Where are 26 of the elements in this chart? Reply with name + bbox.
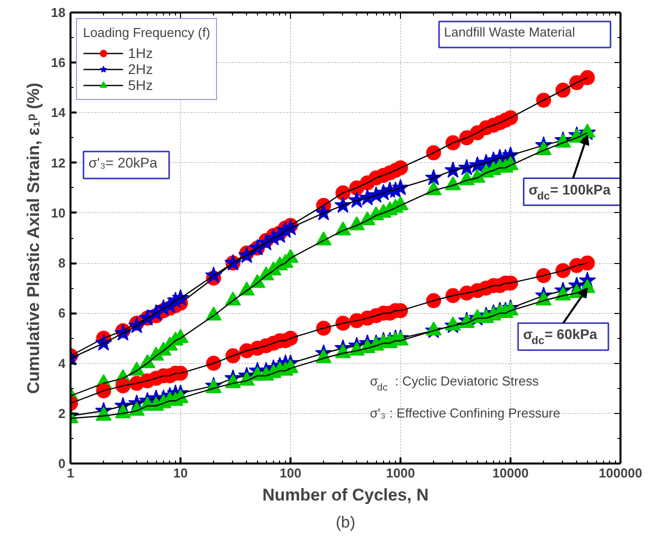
x-tick-label: 10000 [492, 466, 529, 480]
y-tick-label: 6 [58, 306, 66, 321]
y-tick-label: 4 [58, 356, 66, 371]
y-tick-label: 12 [51, 155, 66, 170]
x-tick-label: 1 [66, 466, 74, 480]
annotation: σ'₃= 20kPa [88, 154, 158, 170]
legend-label: 1Hz [128, 45, 153, 61]
y-tick-label: 2 [58, 406, 66, 421]
text: (b) [336, 514, 356, 532]
x-tick-label: 100 [280, 466, 302, 480]
y-tick-label: 14 [51, 105, 66, 120]
y-tick-label: 10 [51, 205, 66, 220]
annotation: σ'₃ : Effective Confining Pressure [370, 406, 560, 420]
x-tick-label: 10 [173, 466, 188, 480]
legend-label: 2Hz [128, 61, 153, 77]
legend-title: Loading Frequency (f) [83, 25, 210, 40]
y-tick-label: 16 [51, 55, 66, 70]
x-tick-label: 100000 [598, 466, 642, 480]
y-tick-label: 8 [58, 256, 66, 271]
x-axis-title: Number of Cycles, N [262, 486, 429, 504]
x-tick-label: 1000 [386, 466, 415, 480]
y-tick-label: 18 [51, 5, 66, 20]
y-axis-title: Cumulative Plastic Axial Strain, ε₁ᵖ (%) [24, 82, 44, 394]
legend-label: 5Hz [128, 77, 153, 93]
y-tick-label: 0 [58, 456, 66, 471]
annotation: Landfill Waste Material [444, 24, 576, 40]
